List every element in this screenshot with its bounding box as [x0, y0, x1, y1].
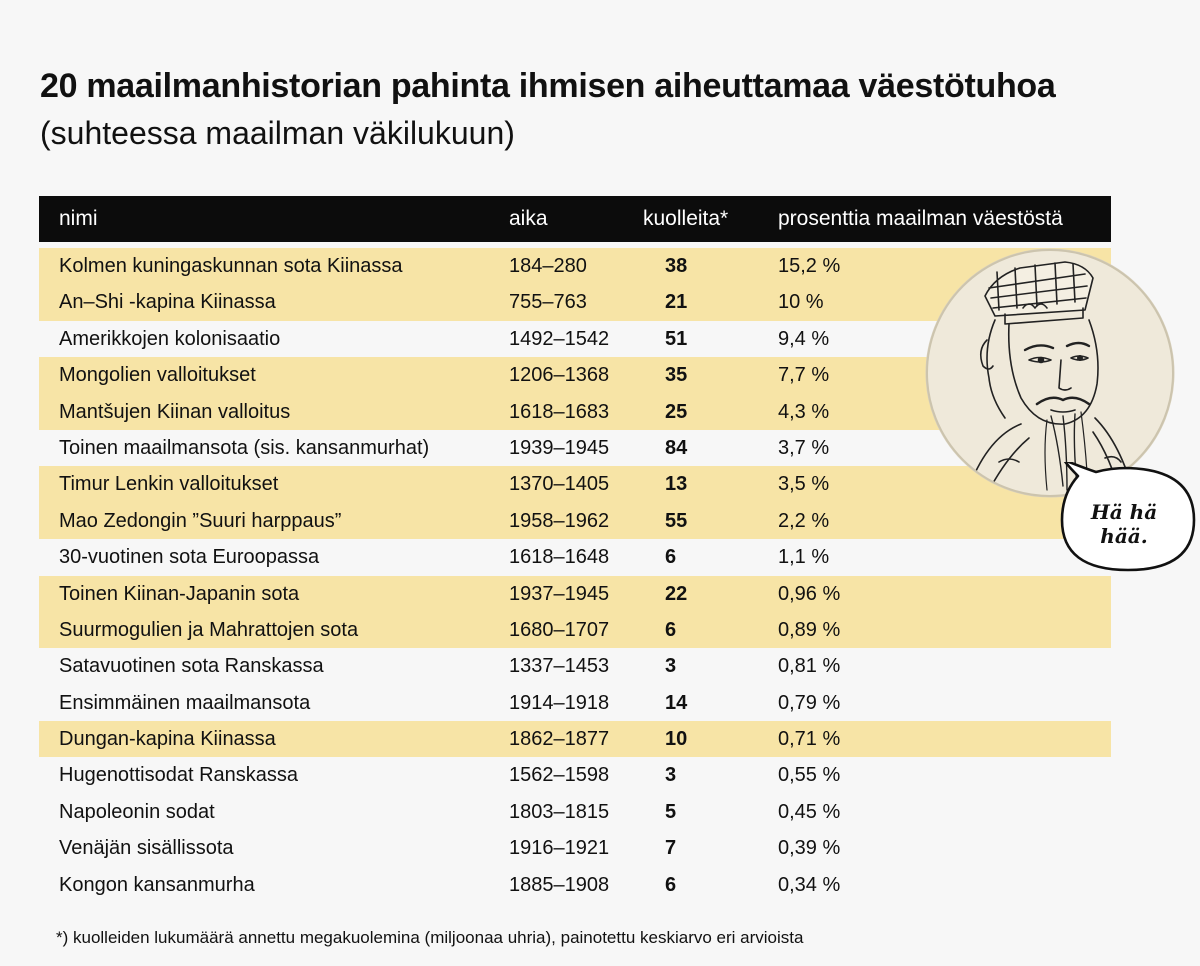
chart-title: 20 maailmanhistorian pahinta ihmisen aih…	[40, 67, 1056, 105]
row-deaths: 3	[665, 764, 677, 787]
row-name: Mantšujen Kiinan valloitus	[59, 400, 291, 423]
row-time: 1885–1908	[509, 873, 610, 896]
row-deaths: 35	[665, 364, 688, 387]
row-time: 1939–1945	[509, 436, 610, 459]
row-percent: 9,4 %	[778, 327, 830, 350]
row-name: Kongon kansanmurha	[59, 873, 255, 896]
row-name: Satavuotinen sota Ranskassa	[59, 655, 324, 678]
row-name: Timur Lenkin valloitukset	[59, 473, 279, 496]
row-percent: 0,79 %	[778, 691, 841, 714]
row-percent: 7,7 %	[778, 364, 830, 387]
row-time: 1370–1405	[509, 473, 610, 496]
row-percent: 0,89 %	[778, 618, 841, 641]
column-header-time: aika	[509, 207, 548, 230]
table-row: Dungan-kapina Kiinassa 1862–1877 10 0,71 %	[39, 721, 1111, 758]
row-percent: 0,96 %	[778, 582, 841, 605]
speech-bubble-text: Hä hä hää.	[1090, 500, 1158, 548]
table-row: Venäjän sisällissota 1916–1921 7 0,39 %	[39, 830, 1111, 866]
table-row: Kolmen kuningaskunnan sota Kiinassa 184–2…	[39, 248, 1111, 285]
table-row: Toinen Kiinan-Japanin sota 1937–1945 22 0,9…	[39, 575, 1111, 612]
table-row: Hugenottisodat Ranskassa 1562–1598 3 0,55 %	[39, 757, 1111, 793]
row-deaths: 10	[665, 728, 688, 751]
row-time: 1206–1368	[509, 364, 610, 387]
row-name: Hugenottisodat Ranskassa	[59, 764, 299, 787]
row-time: 755–763	[509, 291, 587, 314]
table-row: Toinen maailmansota (sis. kansanmurhat) 1…	[39, 430, 1111, 466]
row-name: Venäjän sisällissota	[59, 837, 234, 860]
row-time: 1337–1453	[509, 655, 610, 678]
speech-bubble	[1060, 462, 1196, 572]
row-deaths: 84	[665, 436, 688, 459]
row-deaths: 6	[665, 618, 677, 641]
table-row: Amerikkojen kolonisaatio 1492–1542 51 9,4 %	[39, 321, 1111, 357]
row-percent: 0,45 %	[778, 800, 841, 823]
table-row: Suurmogulien ja Mahrattojen sota 1680–170…	[39, 611, 1111, 649]
row-time: 1562–1598	[509, 764, 610, 787]
row-deaths: 3	[665, 655, 677, 678]
row-deaths: 55	[665, 509, 688, 532]
table-row: An–Shi -kapina Kiinassa 755–763 21 10 %	[39, 284, 1111, 321]
table-row: 30-vuotinen sota Euroopassa 1618–1648 6 1,1…	[39, 539, 1111, 575]
row-name: 30-vuotinen sota Euroopassa	[59, 546, 320, 569]
table-row: Napoleonin sodat 1803–1815 5 0,45 %	[39, 794, 1111, 830]
row-deaths: 25	[665, 400, 688, 423]
row-name: An–Shi -kapina Kiinassa	[59, 291, 276, 314]
row-deaths: 21	[665, 291, 688, 314]
row-percent: 1,1 %	[778, 546, 830, 569]
row-time: 1618–1648	[509, 546, 610, 569]
row-time: 1803–1815	[509, 800, 610, 823]
row-time: 1862–1877	[509, 728, 610, 751]
portrait-illustration	[925, 248, 1175, 498]
row-percent: 0,55 %	[778, 764, 841, 787]
row-deaths: 13	[665, 473, 688, 496]
row-deaths: 51	[665, 327, 688, 350]
row-percent: 3,7 %	[778, 436, 830, 459]
row-name: Mongolien valloitukset	[59, 364, 256, 387]
row-name: Toinen Kiinan-Japanin sota	[59, 582, 300, 605]
row-percent: 0,81 %	[778, 655, 841, 678]
row-percent: 15,2 %	[778, 255, 841, 277]
row-time: 1492–1542	[509, 327, 610, 350]
row-deaths: 14	[665, 691, 688, 714]
row-name: Toinen maailmansota (sis. kansanmurhat)	[59, 436, 430, 459]
row-name: Ensimmäinen maailmansota	[59, 691, 311, 714]
table-row: Mao Zedongin ”Suuri harppaus” 1958–1962 55…	[39, 502, 1111, 540]
column-header-percent: prosenttia maailman väestöstä	[778, 207, 1063, 230]
row-name: Dungan-kapina Kiinassa	[59, 728, 276, 751]
row-time: 1916–1921	[509, 837, 610, 860]
row-percent: 0,34 %	[778, 873, 841, 896]
row-name: Kolmen kuningaskunnan sota Kiinassa	[59, 255, 403, 277]
row-percent: 2,2 %	[778, 509, 830, 532]
row-time: 184–280	[509, 255, 587, 277]
row-percent: 3,5 %	[778, 473, 830, 496]
table-row: Ensimmäinen maailmansota 1914–1918 14 0,79 …	[39, 685, 1111, 721]
table-row: Kongon kansanmurha 1885–1908 6 0,34 %	[39, 867, 1111, 903]
row-time: 1958–1962	[509, 509, 610, 532]
row-time: 1618–1683	[509, 400, 610, 423]
row-percent: 4,3 %	[778, 400, 830, 423]
table-header: nimi aika kuolleita* prosenttia maailman…	[39, 196, 1111, 242]
footnote: *) kuolleiden lukumäärä annettu megakuol…	[56, 928, 804, 947]
row-deaths: 5	[665, 800, 677, 823]
row-percent: 0,39 %	[778, 837, 841, 860]
row-name: Suurmogulien ja Mahrattojen sota	[59, 618, 359, 641]
row-name: Amerikkojen kolonisaatio	[59, 327, 281, 350]
table-row: Satavuotinen sota Ranskassa 1337–1453 3 0,8…	[39, 648, 1111, 684]
row-name: Napoleonin sodat	[59, 800, 215, 823]
row-deaths: 38	[665, 255, 688, 277]
row-deaths: 6	[665, 546, 677, 569]
column-header-deaths: kuolleita*	[643, 207, 729, 230]
row-name: Mao Zedongin ”Suuri harppaus”	[59, 509, 342, 532]
column-header-name: nimi	[59, 207, 98, 230]
row-time: 1680–1707	[509, 618, 610, 641]
row-deaths: 6	[665, 873, 677, 896]
row-deaths: 22	[665, 582, 688, 605]
row-time: 1937–1945	[509, 582, 610, 605]
row-percent: 10 %	[778, 291, 824, 314]
row-time: 1914–1918	[509, 691, 610, 714]
row-deaths: 7	[665, 837, 677, 860]
table-row: Timur Lenkin valloitukset 1370–1405 13 3,5 …	[39, 466, 1111, 503]
chart-subtitle: (suhteessa maailman väkilukuun)	[40, 115, 515, 151]
row-percent: 0,71 %	[778, 728, 841, 751]
